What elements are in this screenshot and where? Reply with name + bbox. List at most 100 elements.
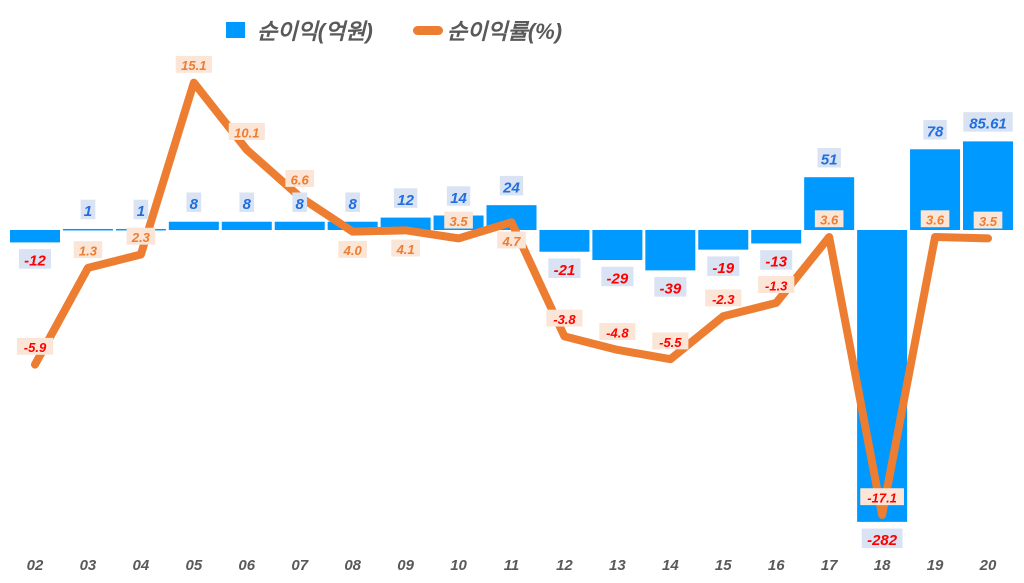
bar-18 [857,230,908,522]
bar-16 [751,230,802,244]
svg-text:-39: -39 [659,281,681,298]
line-label-11: 4.7 [497,231,526,249]
bar-label-17: 51 [817,147,841,168]
svg-text:-4.8: -4.8 [606,325,629,340]
x-tick-label: 04 [133,557,150,574]
svg-text:1: 1 [84,203,92,220]
svg-text:-1.3: -1.3 [765,278,788,293]
svg-text:4.1: 4.1 [396,242,415,257]
bar-label-05: 8 [186,192,202,213]
bar-12 [539,230,590,252]
line-label-15: -2.3 [705,289,742,307]
line-label-19: 3.6 [920,210,950,228]
x-tick-label: 18 [874,557,891,574]
line-series [31,78,992,519]
svg-text:6.6: 6.6 [291,172,310,187]
bar-label-19: 78 [923,120,947,141]
bar-03 [62,228,113,231]
bar-label-20: 85.61 [963,112,1013,133]
line-label-02: -5.9 [16,337,54,355]
x-tick-label: 13 [609,557,626,574]
bar-label-12: -21 [548,258,581,279]
x-tick-label: 08 [344,557,361,574]
line-label-09: 4.1 [391,239,420,257]
bar-label-04: 1 [133,199,149,220]
svg-text:1: 1 [137,203,145,220]
svg-text:-12: -12 [24,253,46,270]
svg-text:-282: -282 [867,532,898,549]
bar-label-13: -29 [601,266,634,287]
x-tick-label: 15 [715,557,732,574]
bar-02 [10,230,60,243]
line-label-05: 15.1 [175,55,212,73]
x-tick-label: 05 [185,557,202,574]
bar-label-06: 8 [239,192,255,213]
x-tick-label: 19 [927,557,944,574]
x-tick-label: 16 [768,557,785,574]
legend-bar-swatch [226,22,245,38]
svg-text:3.6: 3.6 [926,213,945,228]
svg-text:78: 78 [927,124,944,141]
line-label-20: 3.5 [973,211,1003,229]
x-tick-label: 10 [450,557,467,574]
line-label-18: -17.1 [860,488,904,506]
bar-label-18: -282 [861,528,903,549]
line-label-04: 2.3 [126,227,156,245]
bar-05 [168,221,219,230]
svg-text:8: 8 [296,196,305,213]
x-tick-label: 07 [291,557,308,574]
bar-label-15: -19 [707,256,740,277]
svg-text:4.0: 4.0 [343,243,363,258]
bar-label-03: 1 [80,199,96,220]
bar-06 [221,221,272,230]
svg-text:2.3: 2.3 [131,230,151,245]
svg-text:-3.8: -3.8 [553,312,576,327]
x-tick-label: 02 [27,557,44,574]
svg-text:10.1: 10.1 [234,125,259,140]
svg-text:85.61: 85.61 [969,116,1007,133]
line-label-12: -3.8 [546,309,583,327]
bar-15 [698,230,749,250]
line-label-17: 3.6 [814,210,844,228]
svg-text:15.1: 15.1 [181,58,206,73]
svg-text:-5.9: -5.9 [24,340,47,355]
svg-text:-2.3: -2.3 [712,292,735,307]
svg-text:-19: -19 [712,260,734,277]
svg-text:3.5: 3.5 [979,214,998,229]
line-label-14: -5.5 [652,332,689,350]
svg-text:8: 8 [348,196,357,213]
legend-line-swatch [412,25,443,35]
x-tick-label: 17 [821,557,838,574]
x-tick-label: 09 [397,557,414,574]
bar-label-09: 12 [393,188,418,209]
svg-text:24: 24 [502,179,520,196]
svg-text:-5.5: -5.5 [659,335,682,350]
bar-07 [274,221,325,230]
line-label-03: 1.3 [73,241,103,258]
svg-text:-13: -13 [765,254,787,271]
bar-14 [645,230,696,271]
x-tick-label: 12 [556,557,573,574]
line-label-07: 6.6 [285,170,315,187]
bar-label-10: 14 [446,186,471,207]
bar-label-14: -39 [654,277,687,298]
bar-08 [327,221,378,230]
svg-text:8: 8 [190,196,199,213]
line-label-10: 3.5 [444,211,473,229]
svg-text:3.5: 3.5 [450,214,469,229]
line-label-16: -1.3 [758,276,795,293]
svg-text:8: 8 [243,196,252,213]
bar-label-11: 24 [499,175,524,196]
line-label-13: -4.8 [599,323,636,340]
svg-text:4.7: 4.7 [501,234,521,249]
x-tick-label: 14 [662,557,679,574]
svg-text:51: 51 [821,151,838,168]
x-tick-label: 06 [238,557,255,574]
legend: 순이익(억원) 순이익률(%) [226,14,562,46]
bar-label-16: -13 [760,250,793,271]
svg-text:-29: -29 [607,270,629,287]
svg-text:12: 12 [397,192,414,209]
svg-text:14: 14 [450,190,467,207]
